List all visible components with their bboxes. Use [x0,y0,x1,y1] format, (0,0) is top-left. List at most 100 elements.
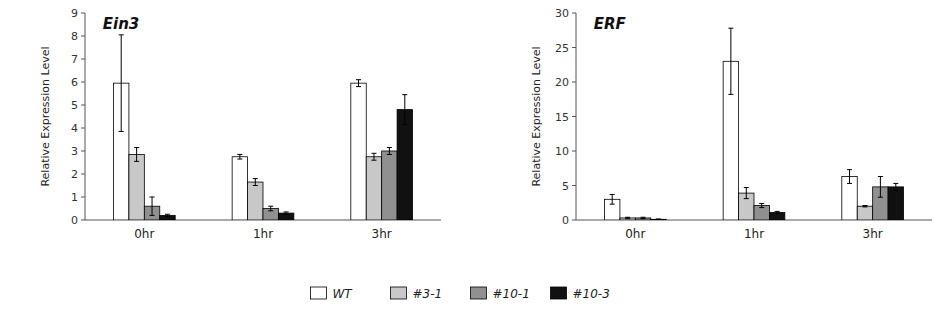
y-tick-label: 9 [71,7,78,20]
error-cap [641,218,646,219]
y-tick [81,151,85,152]
error-cap [134,147,139,148]
error-cap [284,211,289,212]
error-line [270,206,271,211]
error-bar [119,35,124,132]
bar [232,157,247,220]
y-tick-label: 20 [555,76,569,89]
bar [754,206,769,220]
error-bar [775,211,780,213]
error-bar [728,28,733,94]
y-tick [572,47,576,48]
bar [160,215,175,220]
bar [857,206,872,220]
error-line [152,197,153,215]
error-cap [150,215,155,216]
error-bar [656,218,661,220]
error-line [136,148,137,162]
error-cap [268,210,273,211]
legend-swatch [391,287,407,299]
error-line [849,170,850,184]
x-tick-label: 1hr [253,227,273,241]
x-tick-label: 3hr [863,227,883,241]
error-bar [625,217,630,218]
y-tick-label: 5 [562,180,569,193]
series [160,95,413,220]
error-line [255,179,256,186]
error-cap [641,217,646,218]
error-bar [134,148,139,162]
y-axis [576,13,577,220]
error-bar [847,170,852,184]
error-bar [402,95,407,125]
legend-swatch [471,287,487,299]
error-line [373,153,374,160]
error-line [895,183,896,190]
error-cap [759,207,764,208]
legend-label: #10-3 [573,287,610,301]
error-line [389,148,390,155]
error-cap [744,187,749,188]
legend: WT#3-1#10-1#10-3 [311,287,610,301]
y-tick-label: 15 [555,111,569,124]
bar [397,110,412,220]
chart-title: ERF [594,15,627,33]
legend-swatch [551,287,567,299]
y-axis-label: Relative Expression Level [39,46,52,186]
y-tick [81,82,85,83]
chart-root: 0123456789Relative Expression Level0hr1h… [0,0,941,315]
y-axis-label: Relative Expression Level [530,46,543,186]
series [635,177,888,220]
y-tick [81,197,85,198]
error-cap [862,205,867,206]
bars [113,35,412,220]
bar [888,187,903,220]
bar [351,83,366,220]
y-tick-label: 8 [71,30,78,43]
error-cap [893,190,898,191]
error-cap [284,214,289,215]
error-cap [119,131,124,132]
error-cap [268,206,273,207]
x-tick-label: 0hr [625,227,645,241]
bar [366,157,381,220]
error-bar [356,80,361,87]
y-tick-label: 0 [71,214,78,227]
error-bar [744,188,749,199]
error-cap [625,218,630,219]
error-cap [878,176,883,177]
y-tick-label: 2 [71,168,78,181]
error-bar [253,179,258,186]
error-bar [268,206,273,211]
error-cap [402,94,407,95]
y-tick-label: 4 [71,122,78,135]
error-cap [371,160,376,161]
error-bar [878,177,883,198]
panel: 051015202530Relative Expression Level0hr… [530,7,932,241]
error-cap [165,216,170,217]
error-cap [625,217,630,218]
error-bar [371,153,376,160]
x-tick-label: 3hr [372,227,392,241]
bar [651,219,666,220]
y-tick [81,36,85,37]
y-tick [572,185,576,186]
y-axis [85,13,86,220]
error-cap [610,204,615,205]
error-cap [893,183,898,184]
series [620,188,873,220]
error-line [880,177,881,198]
error-cap [610,194,615,195]
y-tick [572,220,576,221]
error-cap [862,206,867,207]
error-cap [253,178,258,179]
y-tick-label: 7 [71,53,78,66]
error-cap [847,183,852,184]
y-tick-label: 25 [555,42,569,55]
series [604,28,857,220]
y-tick-label: 1 [71,191,78,204]
error-cap [371,153,376,154]
error-bar [165,214,170,216]
error-cap [759,203,764,204]
bar [278,213,293,220]
